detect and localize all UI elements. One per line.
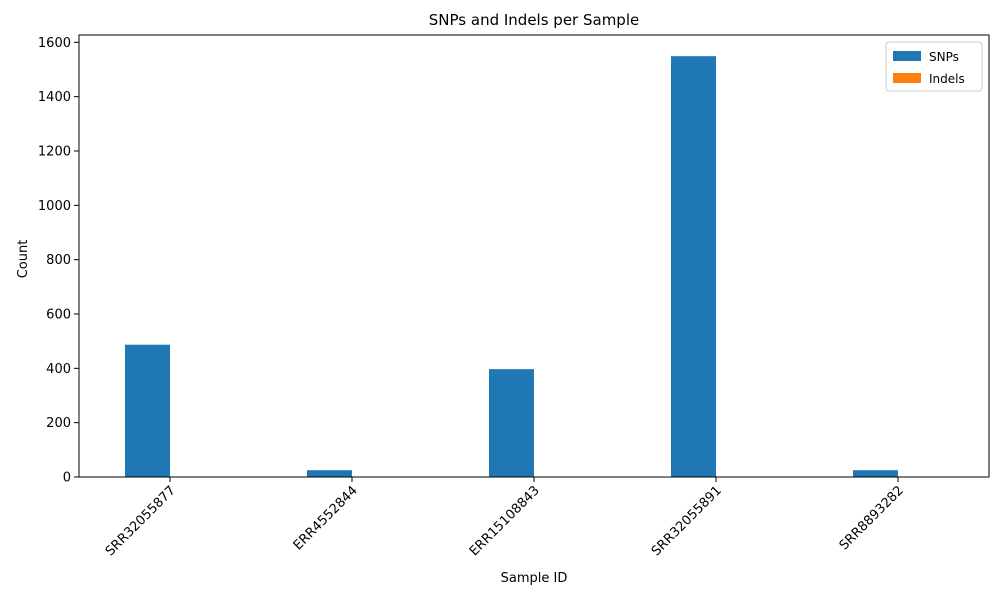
bar-snps-srr8893282 [853,470,898,477]
legend-swatch-snps [893,51,921,61]
legend: SNPs Indels [885,41,983,92]
x-axis-ticks: SRR32055877 ERR4552844 ERR15108843 SRR32055… [103,477,907,559]
y-tick-label: 800 [46,253,71,268]
y-tick-label: 1200 [38,145,71,160]
legend-label-indels: Indels [929,72,965,86]
y-tick-label: 200 [46,416,71,431]
x-tick-label: SRR8893282 [837,483,907,553]
x-tick-label: SRR32055891 [649,483,725,559]
y-tick-label: 1600 [38,36,71,51]
legend-label-snps: SNPs [929,50,959,64]
bar-snps-srr32055891 [671,56,716,478]
x-tick-label: SRR32055877 [103,483,179,559]
bar-snps-err15108843 [489,369,534,477]
y-axis-title: Count [16,240,31,279]
chart-title: SNPs and Indels per Sample [429,11,639,29]
y-tick-label: 400 [46,362,71,377]
y-tick-label: 600 [46,308,71,323]
x-tick-label: ERR4552844 [291,483,361,553]
y-tick-label: 1400 [38,90,71,105]
bar-snps-err4552844 [307,470,352,477]
x-axis-title: Sample ID [501,571,568,586]
y-tick-label: 1000 [38,199,71,214]
y-axis-ticks: 0 200 400 600 800 1000 1200 1400 1600 [38,36,79,486]
x-tick-label: ERR15108843 [467,483,543,559]
y-tick-label: 0 [63,471,71,486]
plot-area [78,34,990,478]
bar-snps-srr32055877 [125,344,170,477]
legend-swatch-indels [893,73,921,83]
